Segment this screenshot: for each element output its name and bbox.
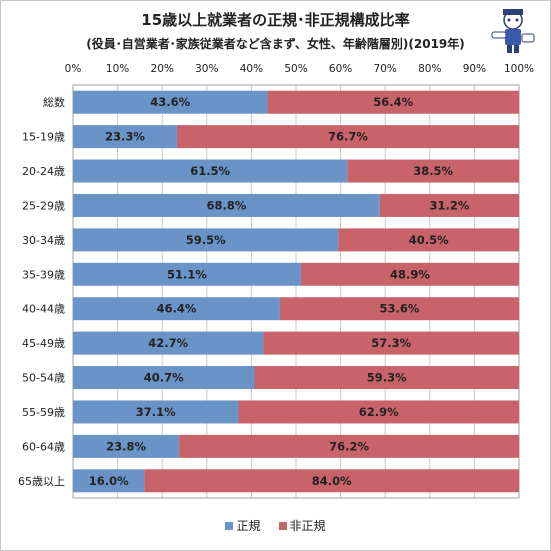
legend-label-non-regular: 非正規 (289, 519, 326, 533)
category-label: 35-39歳 (22, 268, 65, 281)
x-tick-label: 100% (504, 63, 534, 75)
bar-regular (73, 469, 145, 493)
category-label: 15-19歳 (22, 131, 65, 144)
bar-non-regular (179, 434, 519, 458)
legend: 正規 非正規 (0, 517, 551, 534)
bar-non-regular (347, 159, 519, 183)
data-label-non-regular: 31.2% (429, 198, 469, 212)
data-label-non-regular: 40.5% (409, 233, 449, 247)
bar-non-regular (238, 400, 519, 424)
x-tick-label: 40% (240, 63, 263, 75)
x-tick-label: 80% (418, 63, 441, 75)
bar-non-regular (379, 193, 519, 217)
data-label-regular: 42.7% (148, 336, 188, 350)
data-label-non-regular: 76.7% (328, 130, 368, 144)
data-label-non-regular: 84.0% (312, 474, 352, 488)
category-label: 30-34歳 (22, 234, 65, 247)
x-tick-label: 0% (65, 63, 82, 75)
data-label-non-regular: 62.9% (359, 405, 399, 419)
category-label: 60-64歳 (22, 440, 65, 453)
data-label-regular: 16.0% (89, 474, 129, 488)
x-tick-label: 60% (329, 63, 352, 75)
chart-subtitle: (役員･自営業者･家族従業者など含まず、女性、年齢階層別)(2019年) (86, 37, 465, 51)
data-label-regular: 23.8% (106, 439, 146, 453)
bar-non-regular (279, 297, 519, 321)
mascot-icon (491, 9, 535, 53)
bar-regular (73, 434, 180, 458)
bar-regular (73, 262, 301, 286)
data-label-non-regular: 56.4% (373, 95, 413, 109)
bar-regular (73, 297, 280, 321)
bar-non-regular (263, 331, 519, 355)
data-label-non-regular: 76.2% (329, 439, 369, 453)
data-label-regular: 40.7% (144, 371, 184, 385)
data-label-non-regular: 59.3% (367, 371, 407, 385)
bar-regular (73, 331, 264, 355)
bar-non-regular (267, 90, 519, 114)
legend-swatch-non-regular (278, 521, 287, 530)
data-label-non-regular: 53.6% (380, 302, 420, 316)
x-tick-label: 90% (463, 63, 486, 75)
data-label-regular: 46.4% (157, 302, 197, 316)
category-label: 50-54歳 (22, 372, 65, 385)
bar-regular (73, 159, 348, 183)
bar-regular (73, 193, 380, 217)
data-label-regular: 68.8% (206, 198, 246, 212)
x-tick-label: 10% (106, 63, 129, 75)
x-tick-label: 70% (374, 63, 397, 75)
data-label-regular: 43.6% (150, 95, 190, 109)
category-label: 40-44歳 (22, 303, 65, 316)
bar-regular (73, 125, 177, 149)
bar-non-regular (300, 262, 519, 286)
plot-area (72, 84, 520, 499)
bar-non-regular (254, 366, 519, 390)
data-label-non-regular: 38.5% (413, 164, 453, 178)
data-label-regular: 23.3% (105, 130, 145, 144)
bar-regular (73, 400, 239, 424)
data-label-regular: 61.5% (190, 164, 230, 178)
x-tick-label: 30% (195, 63, 218, 75)
legend-swatch-regular (225, 521, 234, 530)
bar-regular (73, 90, 268, 114)
bar-non-regular (338, 228, 519, 252)
chart-title: 15歳以上就業者の正規･非正規構成比率 (141, 11, 410, 29)
data-label-regular: 51.1% (167, 267, 207, 281)
bar-regular (73, 228, 339, 252)
x-tick-label: 20% (151, 63, 174, 75)
category-label: 20-24歳 (22, 165, 65, 178)
bar-non-regular (144, 469, 520, 493)
category-label: 25-29歳 (22, 199, 65, 212)
data-label-non-regular: 57.3% (371, 336, 411, 350)
category-label: 65歳以上 (18, 475, 65, 488)
legend-item-non-regular: 非正規 (278, 517, 326, 534)
x-tick-label: 50% (284, 63, 307, 75)
data-label-regular: 37.1% (136, 405, 176, 419)
data-label-non-regular: 48.9% (390, 267, 430, 281)
category-label: 55-59歳 (22, 406, 65, 419)
bar-non-regular (176, 125, 519, 149)
category-label: 45-49歳 (22, 337, 65, 350)
legend-label-regular: 正規 (236, 519, 261, 533)
bar-regular (73, 366, 255, 390)
legend-item-regular: 正規 (225, 517, 261, 534)
category-label: 総数 (43, 95, 65, 109)
data-label-regular: 59.5% (186, 233, 226, 247)
